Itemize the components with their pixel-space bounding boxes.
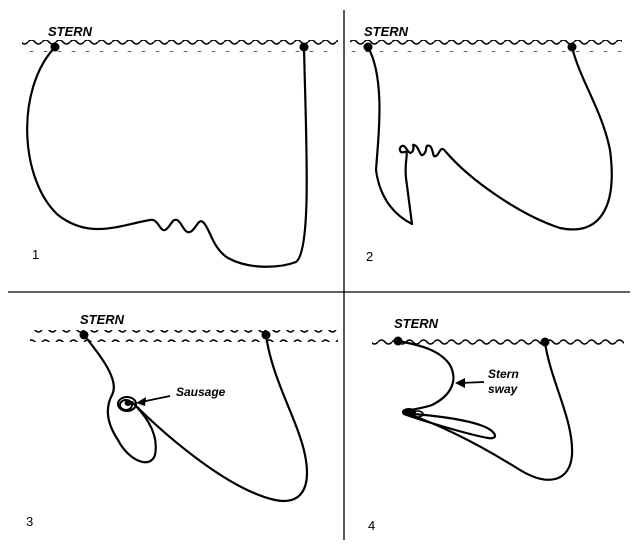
net-line: [366, 45, 613, 231]
net-line: [26, 45, 308, 268]
net-line: [396, 339, 574, 481]
stern-label: STERN: [48, 24, 93, 39]
stern-sway-knot: [402, 408, 424, 418]
water-surface: [30, 330, 338, 342]
sausage-arrowhead: [136, 397, 146, 406]
panel-number: 1: [32, 247, 39, 262]
panel-number: 4: [368, 518, 375, 533]
sausage-knot: [117, 396, 137, 412]
stern-sway-arrowhead: [455, 378, 465, 388]
sausage-arrow: [140, 395, 171, 403]
panel-2: STERN 2: [350, 24, 622, 264]
stern-sway-label-line2: sway: [488, 382, 519, 396]
panel-1: STERN 1: [22, 24, 338, 268]
stern-label: STERN: [394, 316, 439, 331]
panel-number: 2: [366, 249, 373, 264]
panel-3: STERN Sausage 3: [26, 312, 338, 529]
stern-label: STERN: [364, 24, 409, 39]
net-line: [82, 333, 309, 503]
panel-4: STERN Stern sway 4: [368, 316, 624, 533]
panel-number: 3: [26, 514, 33, 529]
stern-sway-label-line1: Stern: [488, 367, 519, 381]
sausage-label: Sausage: [176, 385, 226, 399]
stern-label: STERN: [80, 312, 125, 327]
water-surface: [372, 338, 624, 350]
water-surface: [350, 40, 622, 52]
water-surface: [22, 40, 338, 52]
